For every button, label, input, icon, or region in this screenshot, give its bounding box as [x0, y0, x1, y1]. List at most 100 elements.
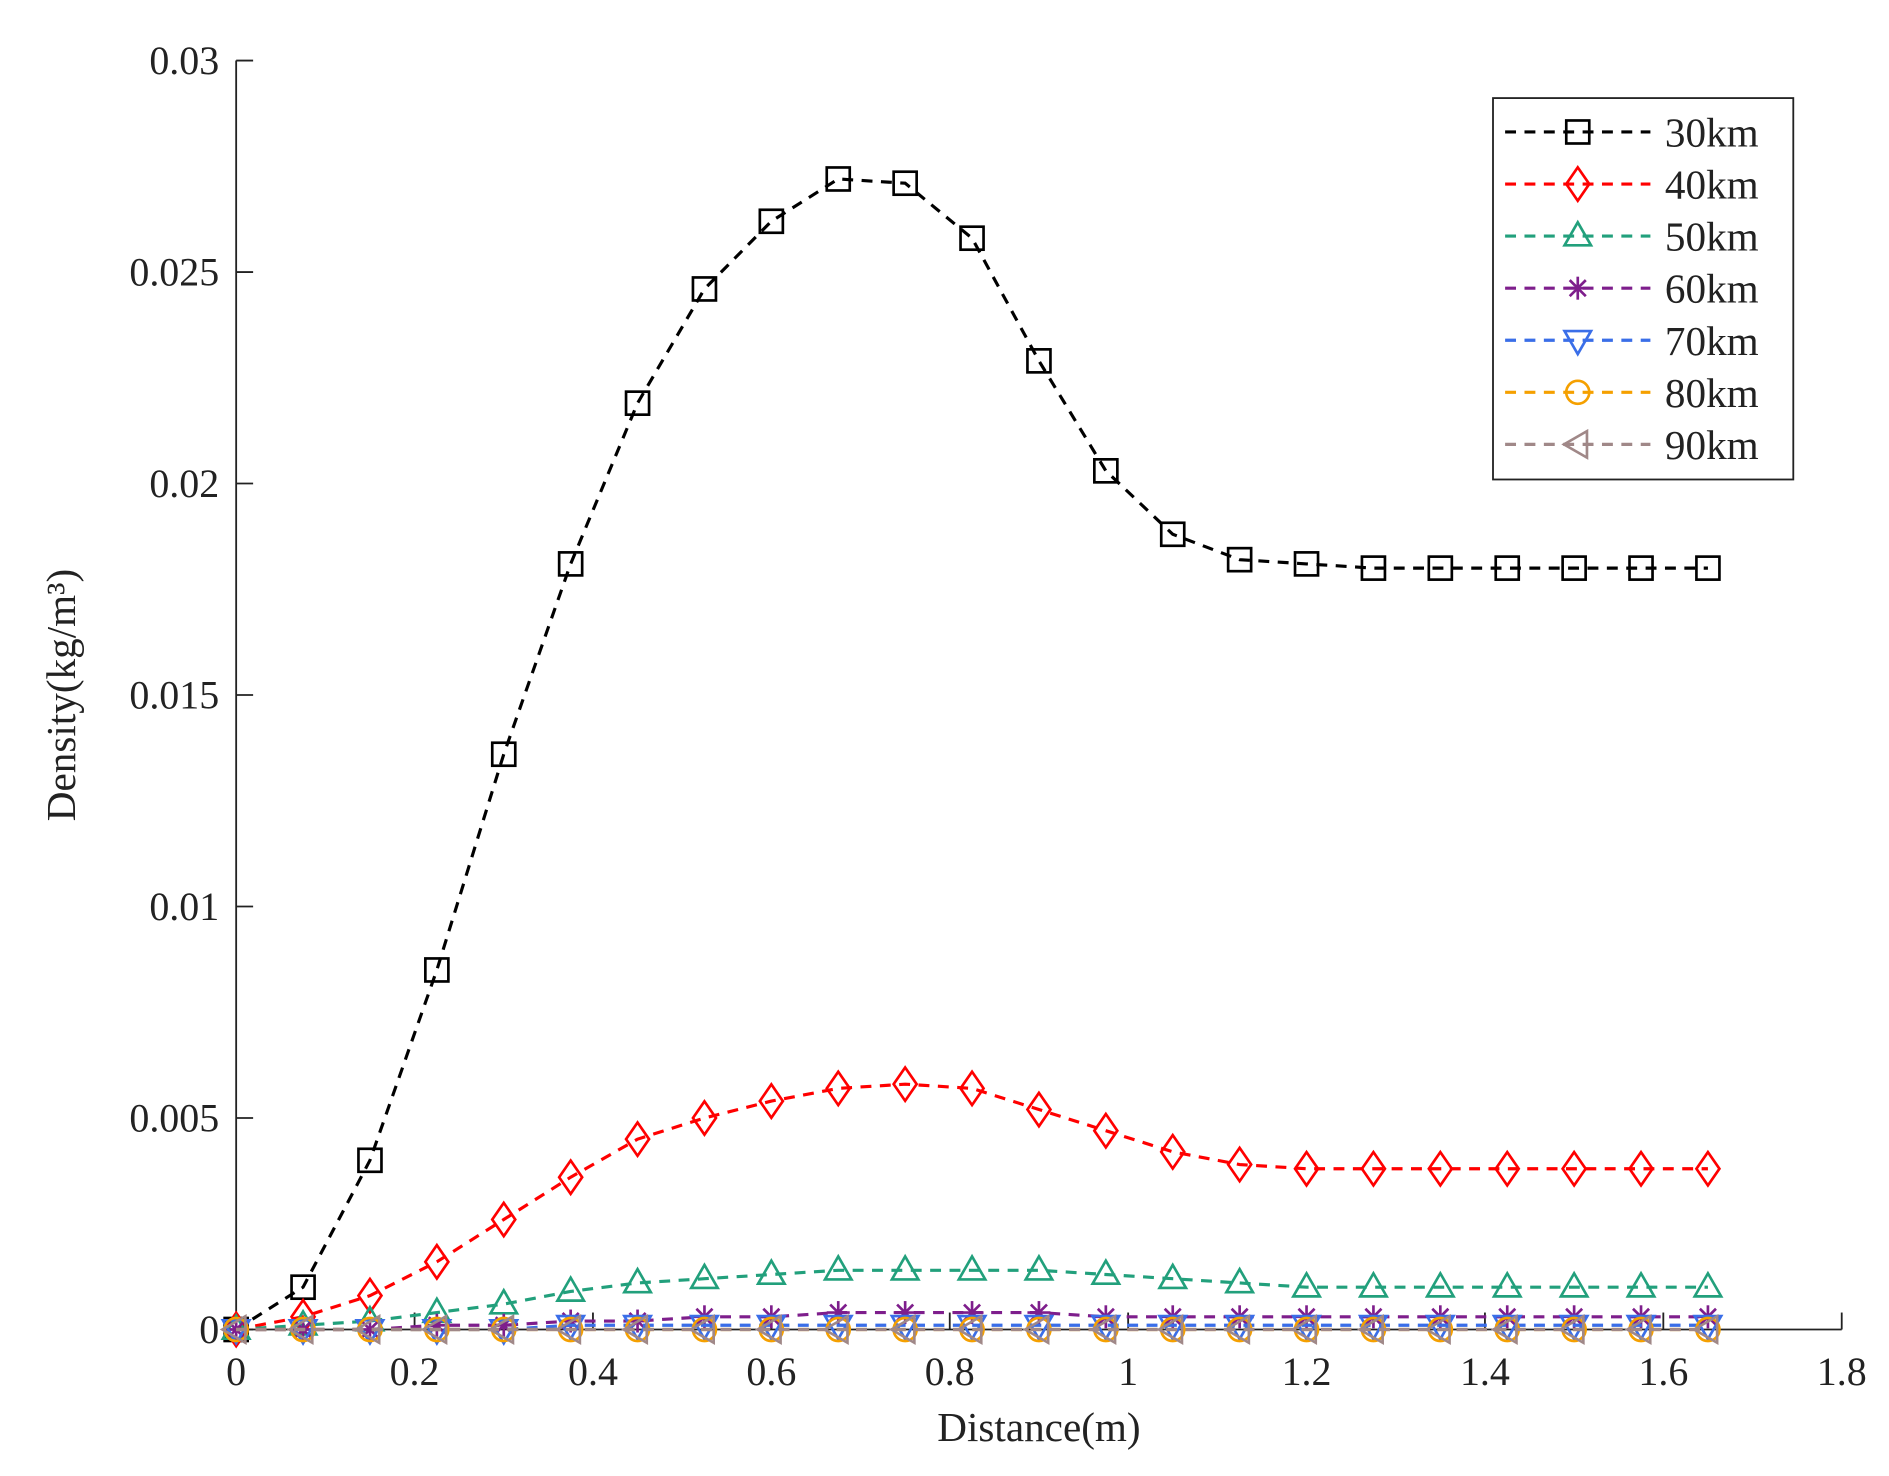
data-point — [1427, 1149, 1454, 1188]
data-point — [1424, 1314, 1456, 1342]
data-point — [1090, 1258, 1122, 1286]
data-point — [1360, 555, 1387, 581]
data-point — [1561, 555, 1587, 581]
data-point — [758, 1082, 785, 1121]
data-point — [956, 1253, 988, 1281]
data-point — [755, 1258, 787, 1286]
legend-label: 60km — [1665, 266, 1759, 312]
legend: 30km 40km 50km 60km 70km 80km 90km — [1492, 97, 1795, 481]
data-point — [488, 1287, 520, 1315]
data-point — [892, 1065, 919, 1104]
data-point — [1558, 1270, 1590, 1298]
data-point — [1490, 1313, 1518, 1346]
x-tick-label: 0.4 — [568, 1349, 618, 1394]
legend-marker — [1564, 165, 1591, 204]
data-point — [1093, 457, 1119, 484]
data-point — [1692, 1314, 1724, 1342]
y-tick-label: 0.025 — [129, 249, 219, 294]
legend-marker — [1564, 119, 1591, 145]
data-point — [622, 1314, 654, 1342]
data-point — [357, 1147, 383, 1174]
data-point — [356, 1276, 384, 1315]
data-point — [1491, 1314, 1523, 1342]
data-point — [219, 1313, 247, 1346]
data-point — [424, 957, 450, 983]
data-point — [423, 1242, 450, 1281]
data-point — [956, 1314, 988, 1342]
data-point — [624, 390, 651, 416]
data-point — [959, 225, 985, 252]
data-point — [286, 1313, 314, 1346]
legend-label: 80km — [1665, 370, 1759, 416]
data-point — [1159, 1132, 1186, 1171]
data-point — [754, 1313, 782, 1346]
data-point — [1291, 1270, 1323, 1298]
y-axis-label: Density(kg/m³) — [38, 569, 85, 821]
data-point — [1159, 521, 1186, 548]
data-point — [1558, 1314, 1590, 1342]
data-point — [1357, 1270, 1389, 1298]
data-point — [223, 1310, 250, 1349]
data-point — [1026, 348, 1052, 374]
series-line — [236, 1268, 1708, 1332]
data-point — [1624, 1313, 1652, 1346]
data-point — [1694, 1149, 1722, 1188]
data-point — [1293, 551, 1320, 577]
data-point — [889, 1314, 921, 1342]
x-tick-label: 0.8 — [925, 1349, 975, 1394]
data-point — [1691, 1313, 1719, 1346]
data-point — [420, 1313, 448, 1346]
data-point — [1360, 1149, 1387, 1188]
data-point — [1356, 1313, 1384, 1346]
y-tick-label: 0.03 — [149, 38, 219, 83]
data-point — [1090, 1314, 1122, 1342]
data-point — [889, 1253, 921, 1281]
x-tick-label: 1.8 — [1817, 1349, 1867, 1394]
x-tick-label: 1.4 — [1460, 1349, 1510, 1394]
legend-label: 30km — [1665, 110, 1759, 156]
data-point — [487, 1313, 515, 1346]
legend-marker — [1562, 329, 1594, 357]
data-point — [1025, 1090, 1053, 1129]
legend-marker — [1566, 276, 1590, 300]
data-point — [1491, 1270, 1523, 1298]
data-point — [1157, 1314, 1189, 1342]
data-point — [1427, 555, 1454, 581]
data-point — [1293, 1149, 1320, 1188]
legend-label: 50km — [1665, 214, 1759, 260]
data-point — [1357, 1314, 1389, 1342]
data-point — [1424, 1270, 1456, 1298]
y-tick-label: 0.02 — [149, 461, 219, 506]
series-line — [235, 177, 1708, 1331]
legend-label: 70km — [1665, 318, 1759, 364]
data-point — [1494, 1149, 1521, 1188]
data-point — [1226, 1145, 1253, 1184]
legend-label: 40km — [1665, 162, 1759, 208]
y-tick-label: 0.01 — [149, 884, 219, 929]
data-point — [557, 551, 584, 577]
data-point — [888, 1313, 916, 1346]
x-tick-label: 0 — [226, 1349, 246, 1394]
data-point — [622, 1266, 654, 1294]
series-line — [235, 1082, 1708, 1332]
data-point — [1023, 1253, 1055, 1281]
data-point — [1022, 1313, 1050, 1346]
x-tick-label: 1.2 — [1282, 1349, 1332, 1394]
data-point — [555, 1274, 587, 1302]
data-point — [758, 208, 785, 235]
data-point — [822, 1314, 854, 1342]
data-point — [955, 1313, 983, 1346]
legend-label: 90km — [1665, 422, 1759, 468]
data-point — [958, 1069, 986, 1108]
data-point — [555, 1314, 587, 1342]
data-point — [688, 1314, 720, 1342]
data-point — [687, 1313, 715, 1346]
x-tick-label: 0.2 — [390, 1349, 440, 1394]
data-point — [691, 1098, 718, 1138]
data-point — [1291, 1314, 1323, 1342]
data-point — [1224, 1266, 1256, 1294]
data-point — [1290, 1313, 1318, 1346]
data-point — [624, 1120, 651, 1159]
data-point — [892, 170, 918, 197]
